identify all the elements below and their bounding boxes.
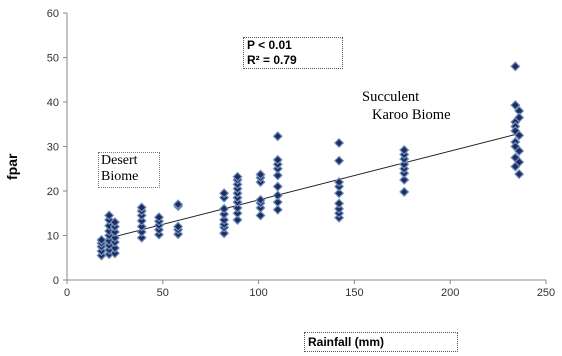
- data-point: [510, 100, 521, 111]
- data-point: [510, 61, 521, 72]
- x-tick-label: 50: [157, 287, 169, 299]
- data-point: [255, 210, 266, 221]
- data-point: [334, 137, 345, 148]
- data-point: [173, 221, 184, 232]
- data-point: [173, 199, 184, 210]
- data-point: [136, 232, 147, 243]
- data-point: [272, 190, 283, 201]
- data-point: [334, 188, 345, 199]
- karoo-annotation-line-2: Karoo Biome: [372, 107, 451, 123]
- data-point: [219, 214, 230, 225]
- data-point: [272, 204, 283, 215]
- y-tick-label: 50: [47, 53, 59, 65]
- r-squared-label: R² = 0.79: [247, 53, 297, 67]
- data-point: [399, 145, 410, 156]
- data-point: [399, 174, 410, 185]
- data-point: [272, 197, 283, 208]
- desert-annotation-line-1: Desert: [101, 153, 138, 168]
- data-point: [334, 203, 345, 214]
- y-axis-label: fpar: [4, 153, 20, 180]
- data-point: [96, 234, 107, 245]
- data-point: [219, 209, 230, 220]
- data-point: [272, 131, 283, 142]
- data-point: [272, 154, 283, 165]
- statistics-box: P < 0.01 R² = 0.79: [243, 37, 343, 69]
- data-point: [232, 171, 243, 182]
- data-point: [136, 221, 147, 232]
- data-point: [109, 232, 120, 243]
- axis-ticks: 0 50 100 150 200 250 0 10 20 30 40 50 60: [47, 8, 555, 299]
- data-point: [334, 155, 345, 166]
- data-point: [109, 242, 120, 254]
- data-point: [232, 202, 243, 213]
- data-point: [109, 226, 120, 237]
- karoo-annotation-line-1: Succulent: [362, 89, 420, 105]
- data-point: [232, 214, 243, 225]
- data-point: [514, 130, 525, 141]
- data-point: [232, 208, 243, 219]
- data-point: [219, 203, 230, 214]
- data-point: [109, 248, 120, 259]
- x-tick-label: 250: [537, 287, 555, 299]
- y-tick-label: 10: [47, 231, 59, 243]
- data-point: [255, 194, 266, 205]
- trend-line: [105, 133, 518, 240]
- data-point: [219, 228, 230, 239]
- y-tick-label: 40: [47, 97, 59, 109]
- x-tick-label: 150: [345, 287, 363, 299]
- data-point: [153, 212, 165, 223]
- data-points: [96, 61, 525, 261]
- data-point: [514, 145, 525, 156]
- p-value-label: P < 0.01: [247, 38, 292, 52]
- data-point: [136, 202, 147, 213]
- y-tick-label: 30: [47, 142, 59, 154]
- x-tick-label: 100: [249, 287, 267, 299]
- x-tick-label: 0: [64, 287, 70, 299]
- data-point: [334, 177, 345, 188]
- x-axis-label: Rainfall (mm): [304, 332, 458, 352]
- data-point: [104, 210, 115, 221]
- x-tick-label: 200: [441, 287, 459, 299]
- data-point: [219, 188, 230, 199]
- data-point: [399, 159, 410, 170]
- data-point: [109, 217, 120, 228]
- y-tick-label: 0: [53, 275, 59, 287]
- data-point: [255, 169, 266, 180]
- data-point: [514, 169, 525, 180]
- karoo-biome-annotation: Succulent Karoo Biome: [362, 88, 472, 124]
- desert-annotation-line-2: Biome: [101, 169, 139, 184]
- data-point: [514, 157, 525, 168]
- data-point: [399, 186, 410, 197]
- data-point: [272, 170, 283, 181]
- y-tick-label: 20: [47, 186, 59, 198]
- data-point: [334, 198, 345, 209]
- desert-biome-annotation: Desert Biome: [98, 152, 160, 188]
- y-tick-label: 60: [47, 8, 59, 20]
- data-point: [514, 112, 525, 123]
- data-point: [272, 181, 283, 192]
- data-point: [136, 226, 147, 237]
- data-point: [136, 215, 147, 226]
